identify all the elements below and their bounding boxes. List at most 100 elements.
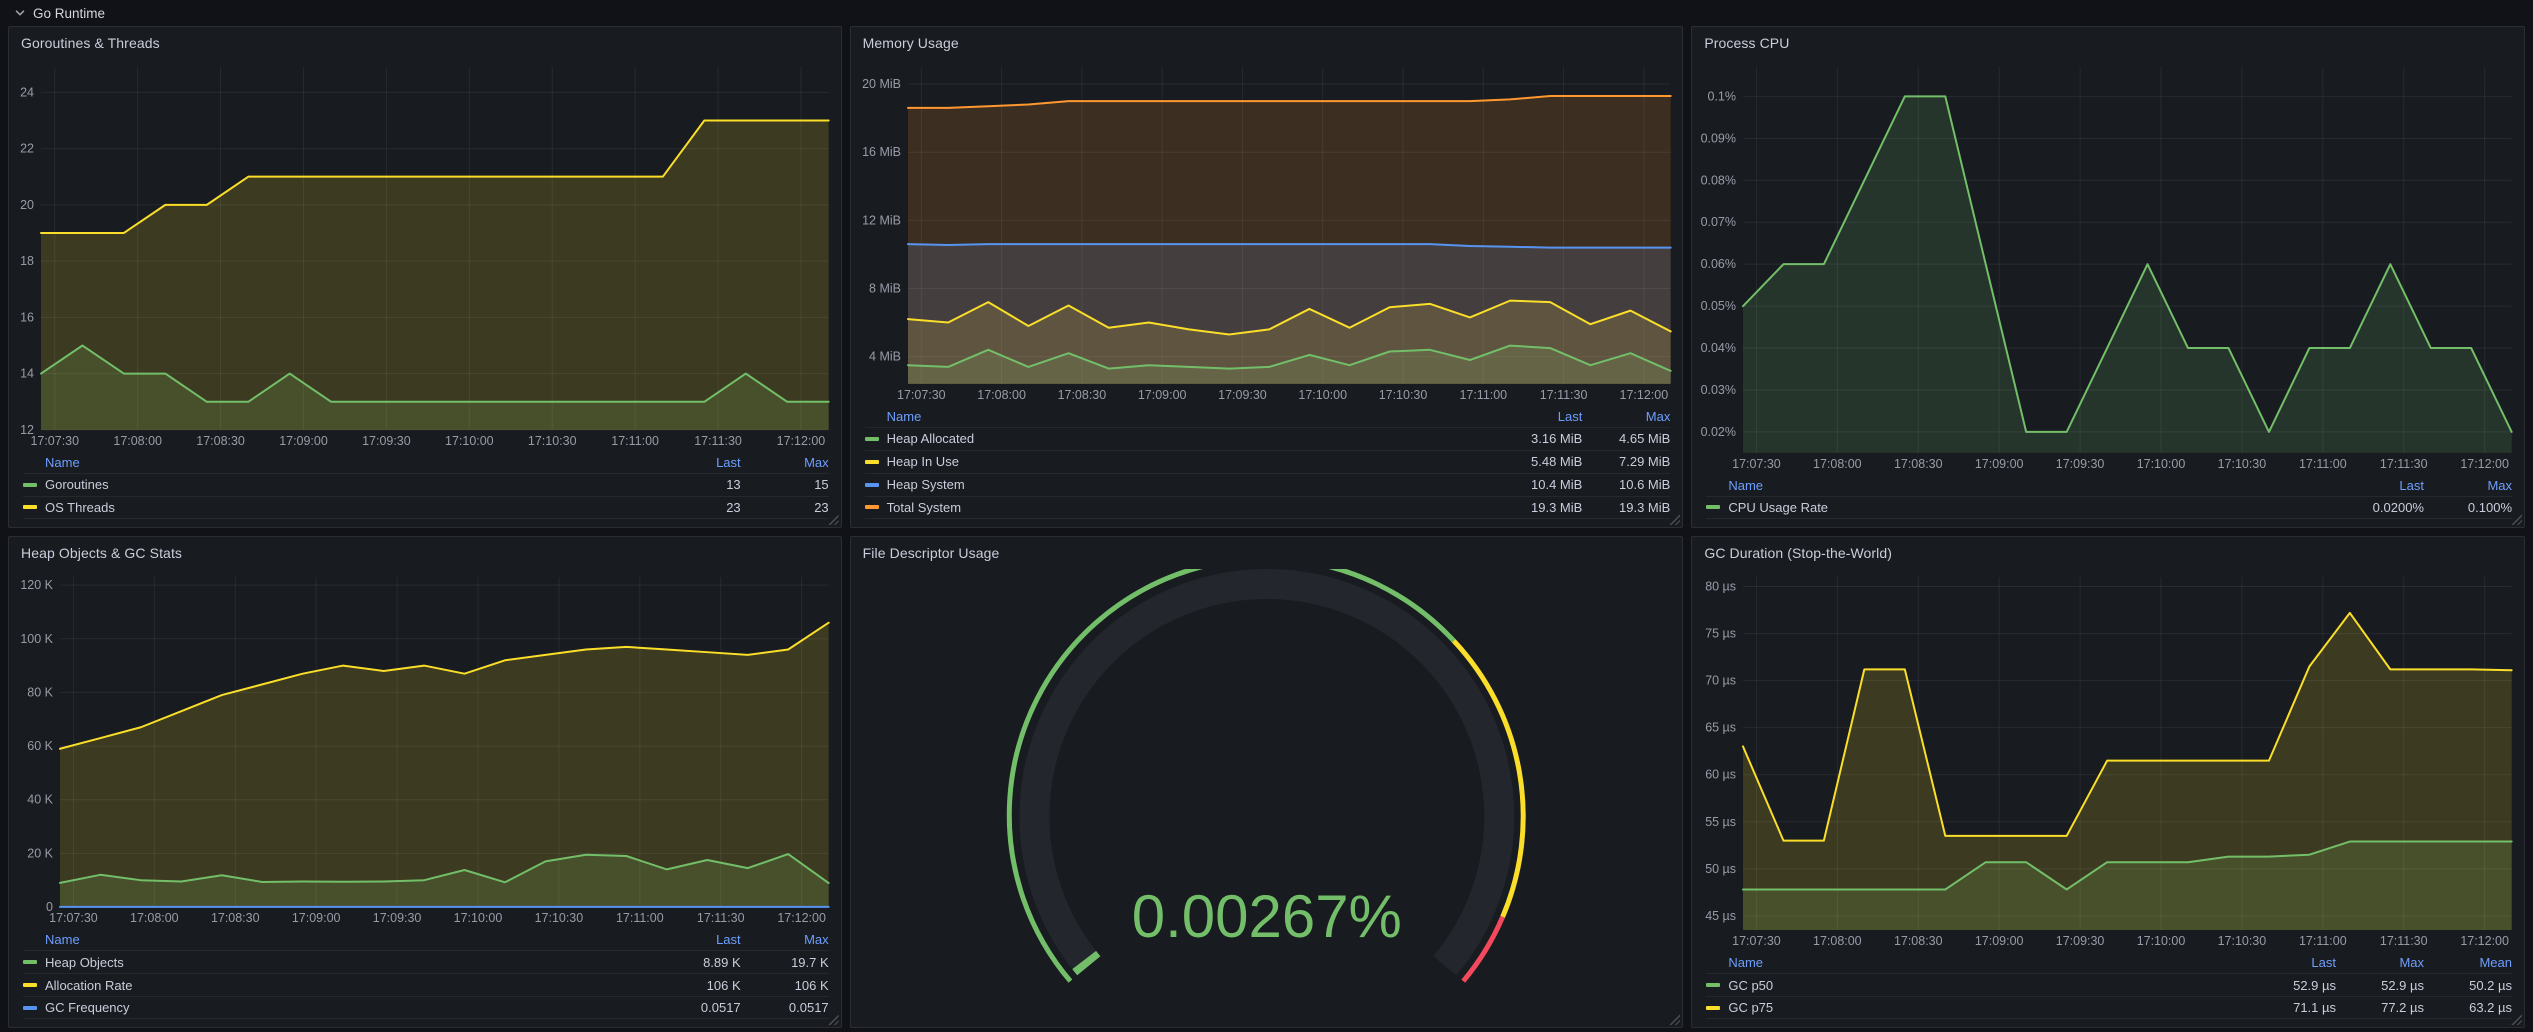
series-name[interactable]: GC p50 [1728,977,1774,993]
svg-text:40 K: 40 K [27,793,53,807]
series-name[interactable]: Total System [886,499,962,515]
timeseries-chart[interactable]: 17:07:30 17:08:00 17:08:30 17:09:00 17:09:30… [857,59,1677,404]
legend-col-max[interactable]: Max [1645,408,1671,424]
svg-text:17:11:30: 17:11:30 [697,911,745,925]
panel-resize-handle[interactable] [1669,513,1681,525]
legend-col-max[interactable]: Max [804,932,829,947]
legend-row: Heap System 10.4 MiB 10.6 MiB [864,472,1671,496]
series-name[interactable]: CPU Usage Rate [1728,499,1829,515]
svg-text:17:08:30: 17:08:30 [1894,457,1943,471]
svg-text:17:09:30: 17:09:30 [373,911,422,925]
panel-header[interactable]: Memory Usage [851,27,1683,57]
series-value: 23 [814,499,829,515]
panel-goroutines-threads: Goroutines & Threads 17:07:30 17:08:00 17:0… [8,26,842,528]
panel-header[interactable]: Process CPU [1692,27,2524,57]
series-name[interactable]: Heap In Use [886,454,959,470]
timeseries-chart[interactable]: 17:07:30 17:08:00 17:08:30 17:09:00 17:09:30… [15,569,835,927]
legend-col-last[interactable]: Last [716,454,741,470]
panel-file-descriptor-usage: File Descriptor Usage 0.00267% [849,535,1684,1028]
panel-resize-handle[interactable] [2511,513,2522,525]
legend-row: OS Threads 23 23 [23,495,829,519]
legend-row: Allocation Rate 106 K 106 K [23,973,829,996]
series-color-swatch[interactable] [864,505,879,510]
svg-text:17:11:00: 17:11:00 [611,434,659,448]
series-color-swatch[interactable] [864,459,879,464]
svg-text:17:09:00: 17:09:00 [279,434,328,448]
series-color-swatch[interactable] [1706,1005,1721,1010]
panel-resize-handle[interactable] [827,1014,839,1025]
panel-heap-objects-gc-stats: Heap Objects & GC Stats 17:07:30 17:08:00 1… [8,535,842,1028]
legend-col-last[interactable]: Last [2311,955,2336,970]
legend-col-last[interactable]: Last [716,932,741,947]
legend-col-name[interactable]: Name [45,454,80,470]
timeseries-chart[interactable]: 17:07:30 17:08:00 17:08:30 17:09:00 17:09:30… [1698,59,2518,473]
series-name[interactable]: Allocation Rate [45,977,133,993]
svg-text:17:12:00: 17:12:00 [2461,934,2510,948]
svg-text:17:10:30: 17:10:30 [1378,388,1427,402]
series-name[interactable]: Heap System [886,477,965,493]
svg-text:60 µs: 60 µs [1706,768,1737,782]
svg-text:17:08:00: 17:08:00 [1813,934,1862,948]
svg-text:17:08:00: 17:08:00 [113,434,162,448]
series-color-swatch[interactable] [864,482,879,487]
series-color-swatch[interactable] [1706,983,1721,987]
svg-text:17:08:30: 17:08:30 [1057,388,1106,402]
series-color-swatch[interactable] [23,482,37,487]
svg-text:8 MiB: 8 MiB [869,281,901,295]
series-color-swatch[interactable] [23,505,37,510]
series-color-swatch[interactable] [864,436,879,441]
svg-text:17:12:00: 17:12:00 [1619,388,1668,402]
series-color-swatch[interactable] [23,1005,37,1010]
timeseries-chart[interactable]: 17:07:30 17:08:00 17:08:30 17:09:00 17:09:30… [15,59,835,450]
legend-col-mean[interactable]: Mean [2479,955,2512,970]
svg-text:12: 12 [20,423,34,437]
legend-col-name[interactable]: Name [45,932,80,947]
series-name[interactable]: Heap Objects [45,954,124,970]
legend-col-last[interactable]: Last [2399,477,2424,493]
gauge-chart[interactable]: 0.00267% [857,568,1677,1027]
series-value: 19.7 K [791,954,829,970]
svg-text:0.04%: 0.04% [1701,341,1736,355]
panel-resize-handle[interactable] [2511,1014,2522,1025]
series-name[interactable]: OS Threads [45,499,115,515]
legend-col-name[interactable]: Name [1728,477,1764,493]
dashboard-row-toggle[interactable]: Go Runtime [8,0,111,26]
series-color-swatch[interactable] [1706,505,1721,510]
series-name[interactable]: GC p75 [1728,1000,1774,1015]
panel-resize-handle[interactable] [827,513,839,525]
svg-text:70 µs: 70 µs [1706,674,1737,688]
legend-col-name[interactable]: Name [1728,955,1764,970]
panel-header[interactable]: Goroutines & Threads [9,27,841,57]
panel-resize-handle[interactable] [1669,1014,1681,1025]
legend-col-max[interactable]: Max [2487,477,2512,493]
svg-text:17:09:30: 17:09:30 [362,434,411,448]
row-title: Go Runtime [33,5,106,21]
series-name[interactable]: GC Frequency [45,1000,130,1015]
series-value: 10.4 MiB [1531,477,1583,493]
svg-text:17:11:00: 17:11:00 [2299,934,2347,948]
series-value: 23 [726,499,741,515]
svg-text:17:11:30: 17:11:30 [694,434,742,448]
legend-row: Goroutines 13 15 [23,472,829,496]
series-color-swatch[interactable] [23,960,37,964]
svg-text:17:09:00: 17:09:00 [1138,388,1187,402]
legend-col-max[interactable]: Max [804,454,829,470]
panel-header[interactable]: File Descriptor Usage [851,537,1683,567]
series-name[interactable]: Heap Allocated [886,431,975,447]
svg-text:17:10:00: 17:10:00 [1298,388,1347,402]
svg-text:17:08:30: 17:08:30 [196,434,245,448]
series-color-swatch[interactable] [23,983,37,987]
series-value: 0.0517 [788,1000,829,1015]
timeseries-chart[interactable]: 17:07:30 17:08:00 17:08:30 17:09:00 17:09:30… [1698,569,2518,950]
svg-text:55 µs: 55 µs [1706,815,1737,829]
legend-col-last[interactable]: Last [1557,408,1583,424]
svg-text:16: 16 [20,310,34,324]
panel-header[interactable]: Heap Objects & GC Stats [9,537,841,567]
panel-header[interactable]: GC Duration (Stop-the-World) [1692,537,2524,567]
svg-text:17:10:30: 17:10:30 [2218,457,2267,471]
legend-col-max[interactable]: Max [2399,955,2424,970]
svg-text:17:08:00: 17:08:00 [977,388,1026,402]
series-name[interactable]: Goroutines [45,477,109,493]
legend-col-name[interactable]: Name [886,408,922,424]
series-value: 50.2 µs [2469,977,2512,993]
